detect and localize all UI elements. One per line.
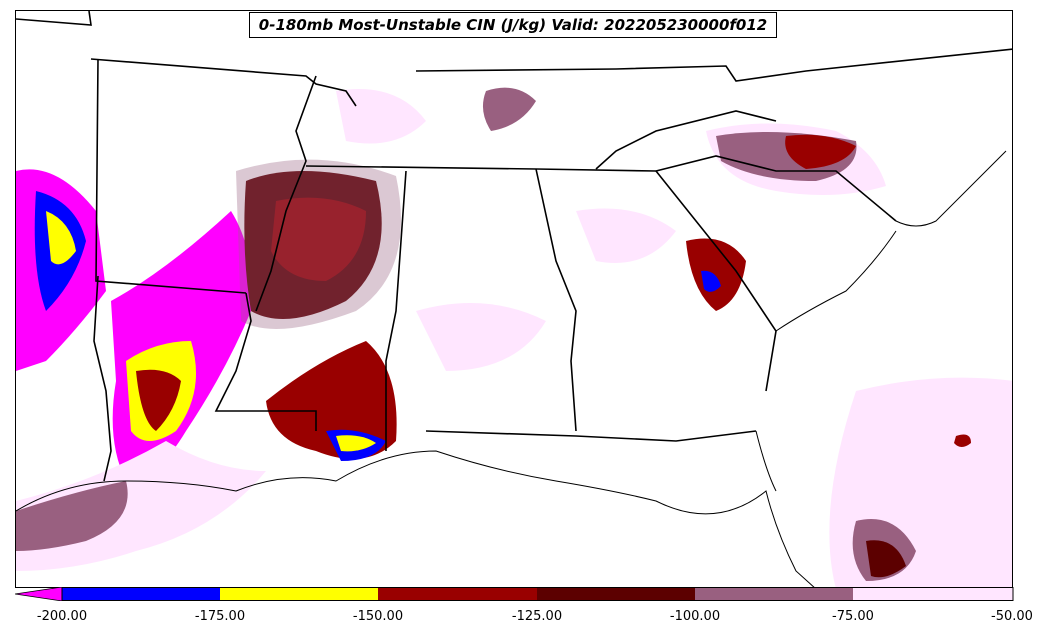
cin-area-scatter-2 — [416, 303, 546, 371]
colorbar-tick-label: -175.00 — [194, 609, 246, 624]
cin-area-carolinas-dark — [785, 134, 856, 169]
cin-area-georgia-blue — [701, 270, 721, 292]
cin-area-georgia — [686, 238, 746, 311]
colorbar — [15, 587, 1014, 601]
map-title: 0-180mb Most-Unstable CIN (J/kg) Valid: … — [249, 12, 777, 38]
map-panel — [15, 10, 1013, 588]
cin-map — [16, 11, 1012, 587]
colorbar-seg-darkred — [537, 587, 695, 601]
cin-area-louisiana-dark — [136, 369, 181, 431]
cin-area-scatter-3 — [576, 208, 676, 263]
colorbar-seg-yellow — [220, 587, 378, 601]
colorbar-seg-pink — [853, 587, 1013, 601]
cin-area-mississippi-inner — [271, 197, 366, 281]
colorbar-tick-label: -125.00 — [511, 609, 563, 624]
cin-area-west-yellow — [46, 211, 76, 265]
cin-area-atlantic-spot — [954, 434, 971, 447]
cin-area-tennessee — [482, 87, 536, 131]
state-boundaries — [16, 11, 1012, 482]
colorbar-seg-red — [378, 587, 537, 601]
cin-area-gulf-mauve — [16, 481, 128, 551]
cin-area-scatter-1 — [336, 89, 426, 144]
cin-area-atlantic-dark — [866, 540, 906, 578]
cin-area-mississippi-halo — [236, 159, 401, 329]
cin-shading — [16, 87, 1012, 587]
coastlines — [16, 150, 1007, 587]
cin-area-south-ms-yellow — [336, 435, 376, 452]
colorbar-tick-label: -75.00 — [832, 609, 874, 624]
cin-area-south-ms — [266, 341, 397, 459]
colorbar-tick-label: -100.00 — [669, 609, 721, 624]
colorbar-seg-mauve — [695, 587, 853, 601]
colorbar-seg-blue — [62, 587, 220, 601]
colorbar-tick-label: -200.00 — [36, 609, 88, 624]
colorbar-tick-label: -50.00 — [991, 609, 1033, 624]
colorbar-extend-arrow — [15, 587, 63, 601]
colorbar-tick-label: -150.00 — [352, 609, 404, 624]
